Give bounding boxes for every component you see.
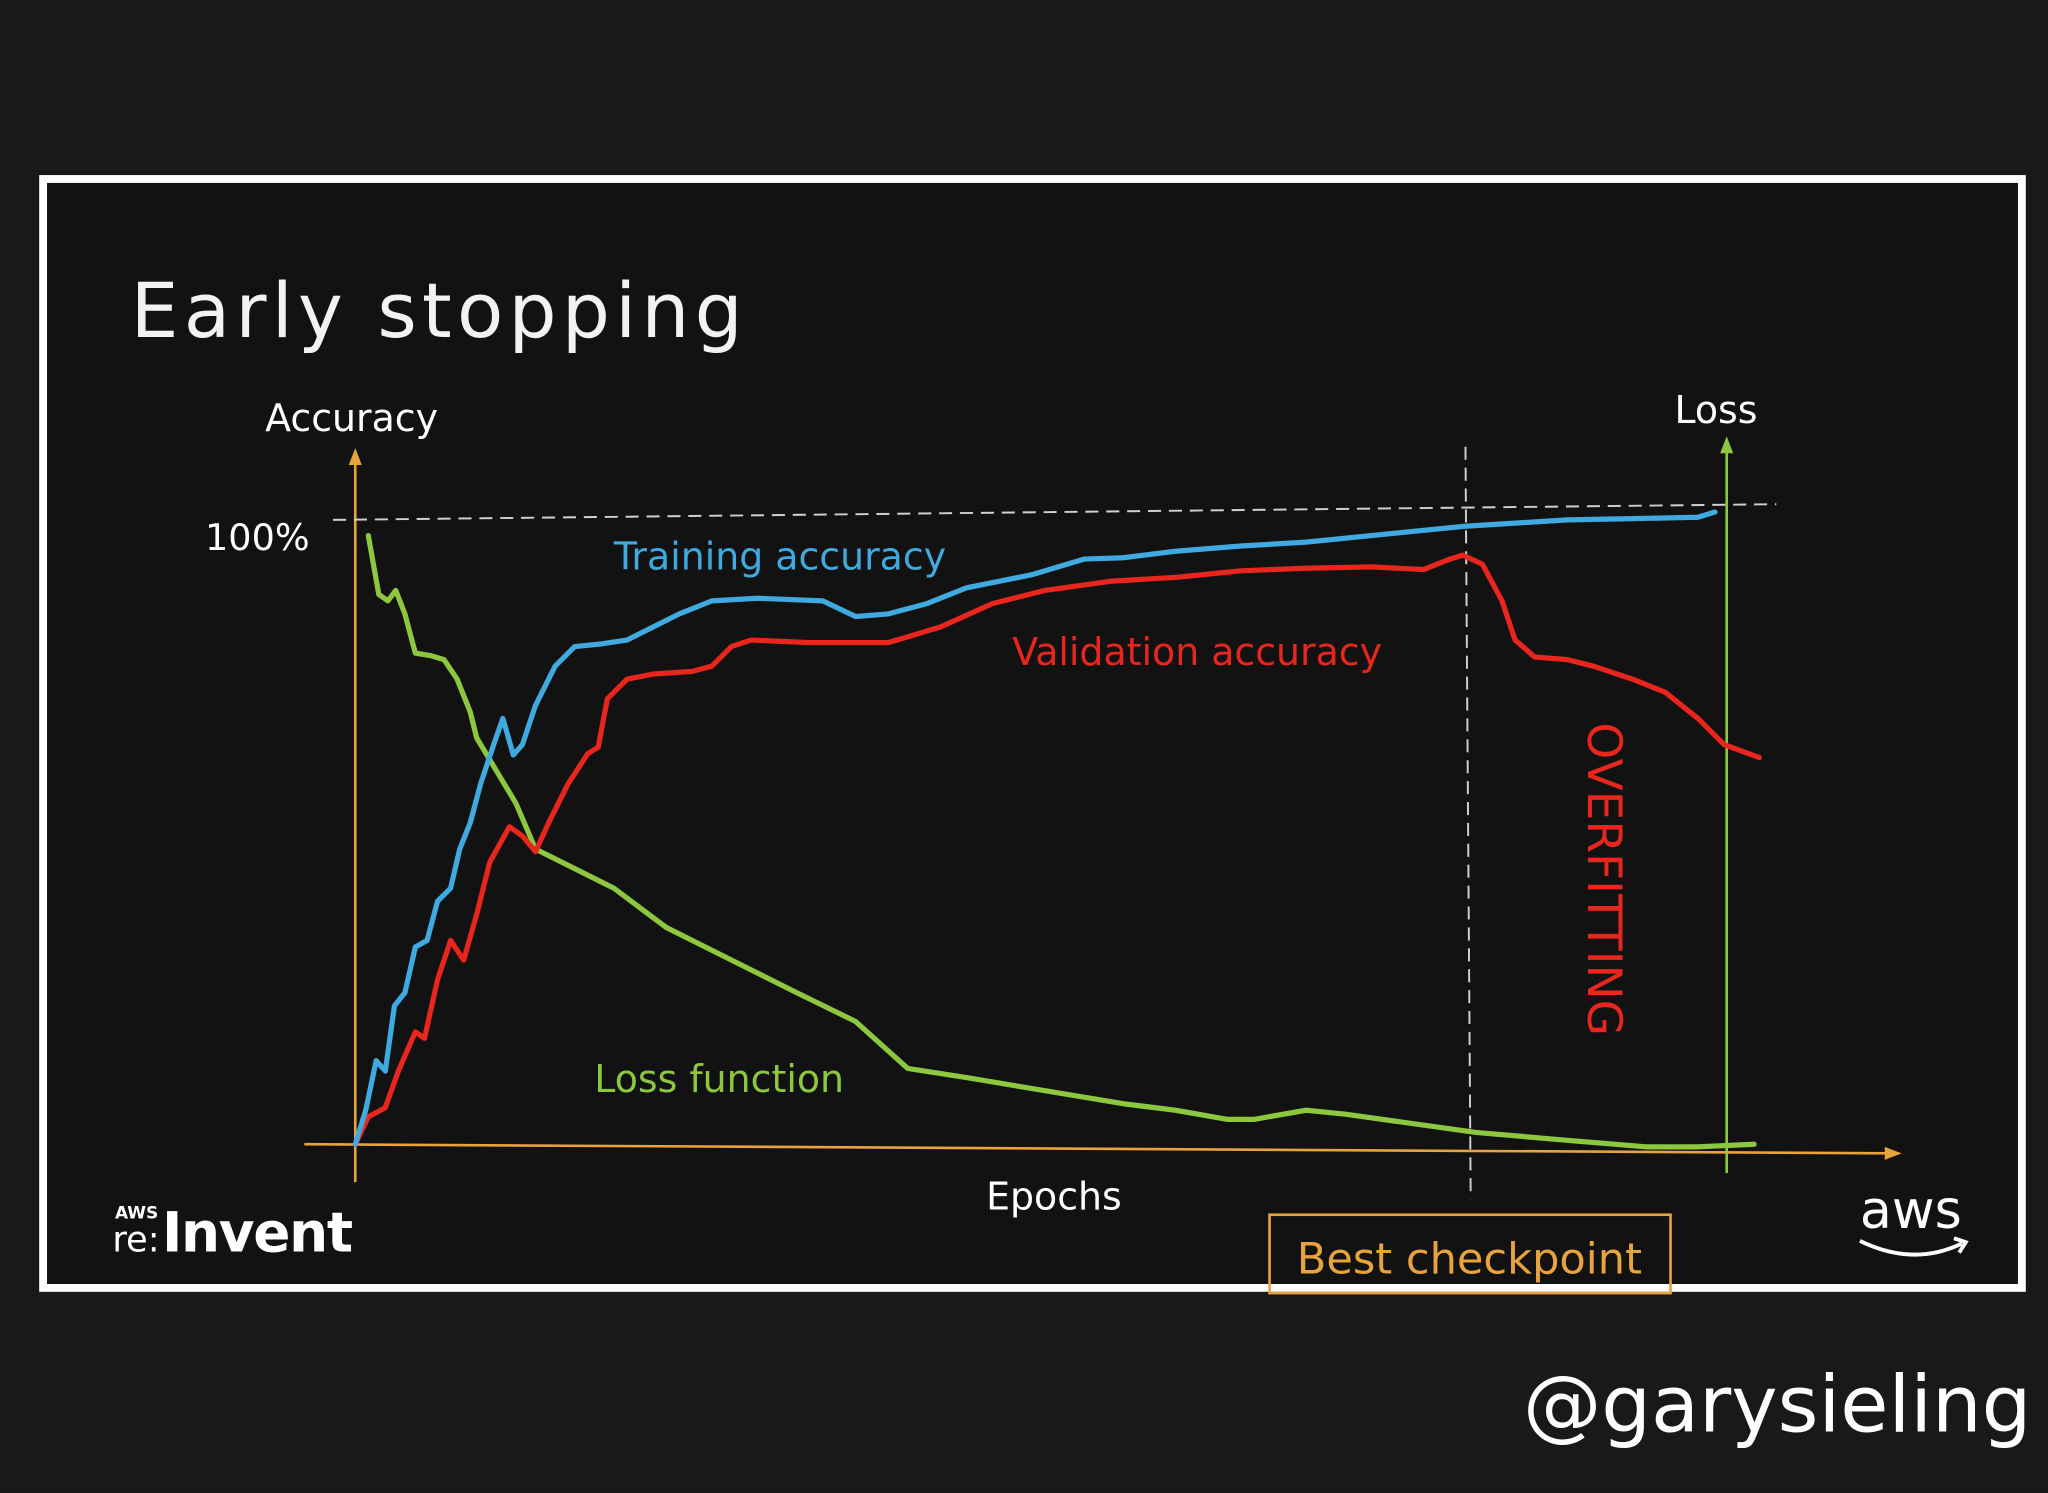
y-axis-label: Accuracy	[265, 396, 438, 440]
max-accuracy-line	[333, 503, 1777, 521]
checkpoint-label: Best checkpoint	[1297, 1235, 1642, 1285]
overfitting-label: OVERFITTING	[1576, 722, 1631, 1036]
validation-curve	[352, 552, 1762, 1147]
slide-title: Early stopping	[131, 267, 748, 355]
loss-curve	[365, 532, 1757, 1150]
checkpoint-line	[1464, 446, 1472, 1200]
y-tick-label: 100%	[205, 516, 310, 559]
training-curve	[352, 509, 1718, 1147]
checkpoint-box	[1268, 1213, 1672, 1295]
logo-small-text: AWS	[115, 1204, 158, 1224]
logo-company: aws	[1860, 1181, 1962, 1241]
logo-prefix: re:	[112, 1219, 159, 1260]
slide-frame	[39, 175, 2026, 1292]
logo-smile	[1859, 1236, 1969, 1257]
loss-label: Loss function	[594, 1057, 844, 1101]
x-axis-label: Epochs	[986, 1175, 1122, 1219]
loss-axis-label: Loss	[1674, 388, 1757, 432]
y-axis-arrow	[348, 448, 362, 466]
loss-axis-arrow	[1720, 436, 1734, 454]
x-axis-arrow	[1884, 1146, 1902, 1160]
logo-event: Invent	[162, 1200, 352, 1264]
watermark: @garysieling	[1523, 1360, 2031, 1451]
validation-label: Validation accuracy	[1012, 630, 1382, 674]
x-axis	[304, 1142, 1892, 1155]
training-label: Training accuracy	[613, 535, 946, 579]
